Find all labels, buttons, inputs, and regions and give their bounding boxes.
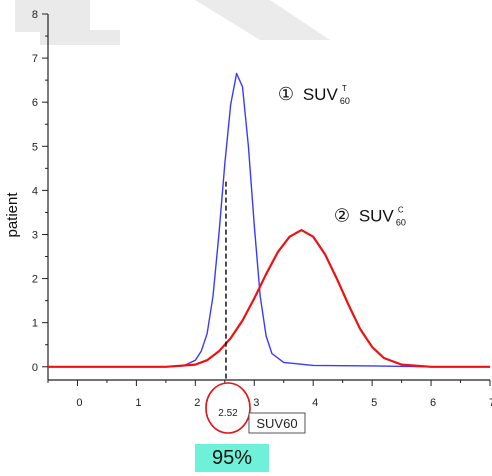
x-tick-label-1: 1 [135,397,141,409]
series-line-2 [48,229,490,368]
annotation-sub-1: 60 [340,96,350,106]
y-tick-label-0: 0 [32,362,38,374]
y-tick-label-8: 8 [32,9,38,21]
x-tick-label-6: 6 [430,397,436,409]
series-line-1 [48,72,490,368]
y-tick-label-6: 6 [32,97,38,109]
y-tick-label-7: 7 [32,53,38,65]
cutoff-circle [205,382,251,434]
annotation-sup-2: C [398,205,404,214]
series-layer [48,72,490,368]
y-axis-label: patient [4,192,21,238]
annotation-sup-1: T [342,84,347,93]
x-tick-label-5: 5 [371,397,377,409]
axes [47,14,490,381]
callout-box [248,412,306,434]
cutoff-value-label: 2.52 [218,408,238,419]
callout-label: SUV60 [256,416,297,431]
percent-label: 95% [195,444,269,472]
x-tick-label-4: 4 [312,397,318,409]
axis-ticks: 0 1 2 3 4 5 6 7 0 1 2 3 4 5 6 7 8 [32,9,492,409]
x-tick-label-2: 2 [194,397,200,409]
annotation-marker-2: ② [334,205,350,226]
y-tick-label-3: 3 [32,229,38,241]
y-tick-label-1: 1 [32,318,38,330]
annotation-text-2: SUV [359,206,395,225]
x-tick-label-7: 7 [489,397,492,409]
x-tick-label-0: 0 [76,397,82,409]
x-tick-label-3: 3 [253,397,259,409]
annotation-text-1: SUV [303,85,339,104]
watermark [15,0,330,45]
y-tick-label-2: 2 [32,274,38,286]
y-tick-label-5: 5 [32,141,38,153]
annotation-marker-1: ① [278,84,294,105]
y-tick-label-4: 4 [32,185,38,197]
annotation-sub-2: 60 [396,217,406,227]
